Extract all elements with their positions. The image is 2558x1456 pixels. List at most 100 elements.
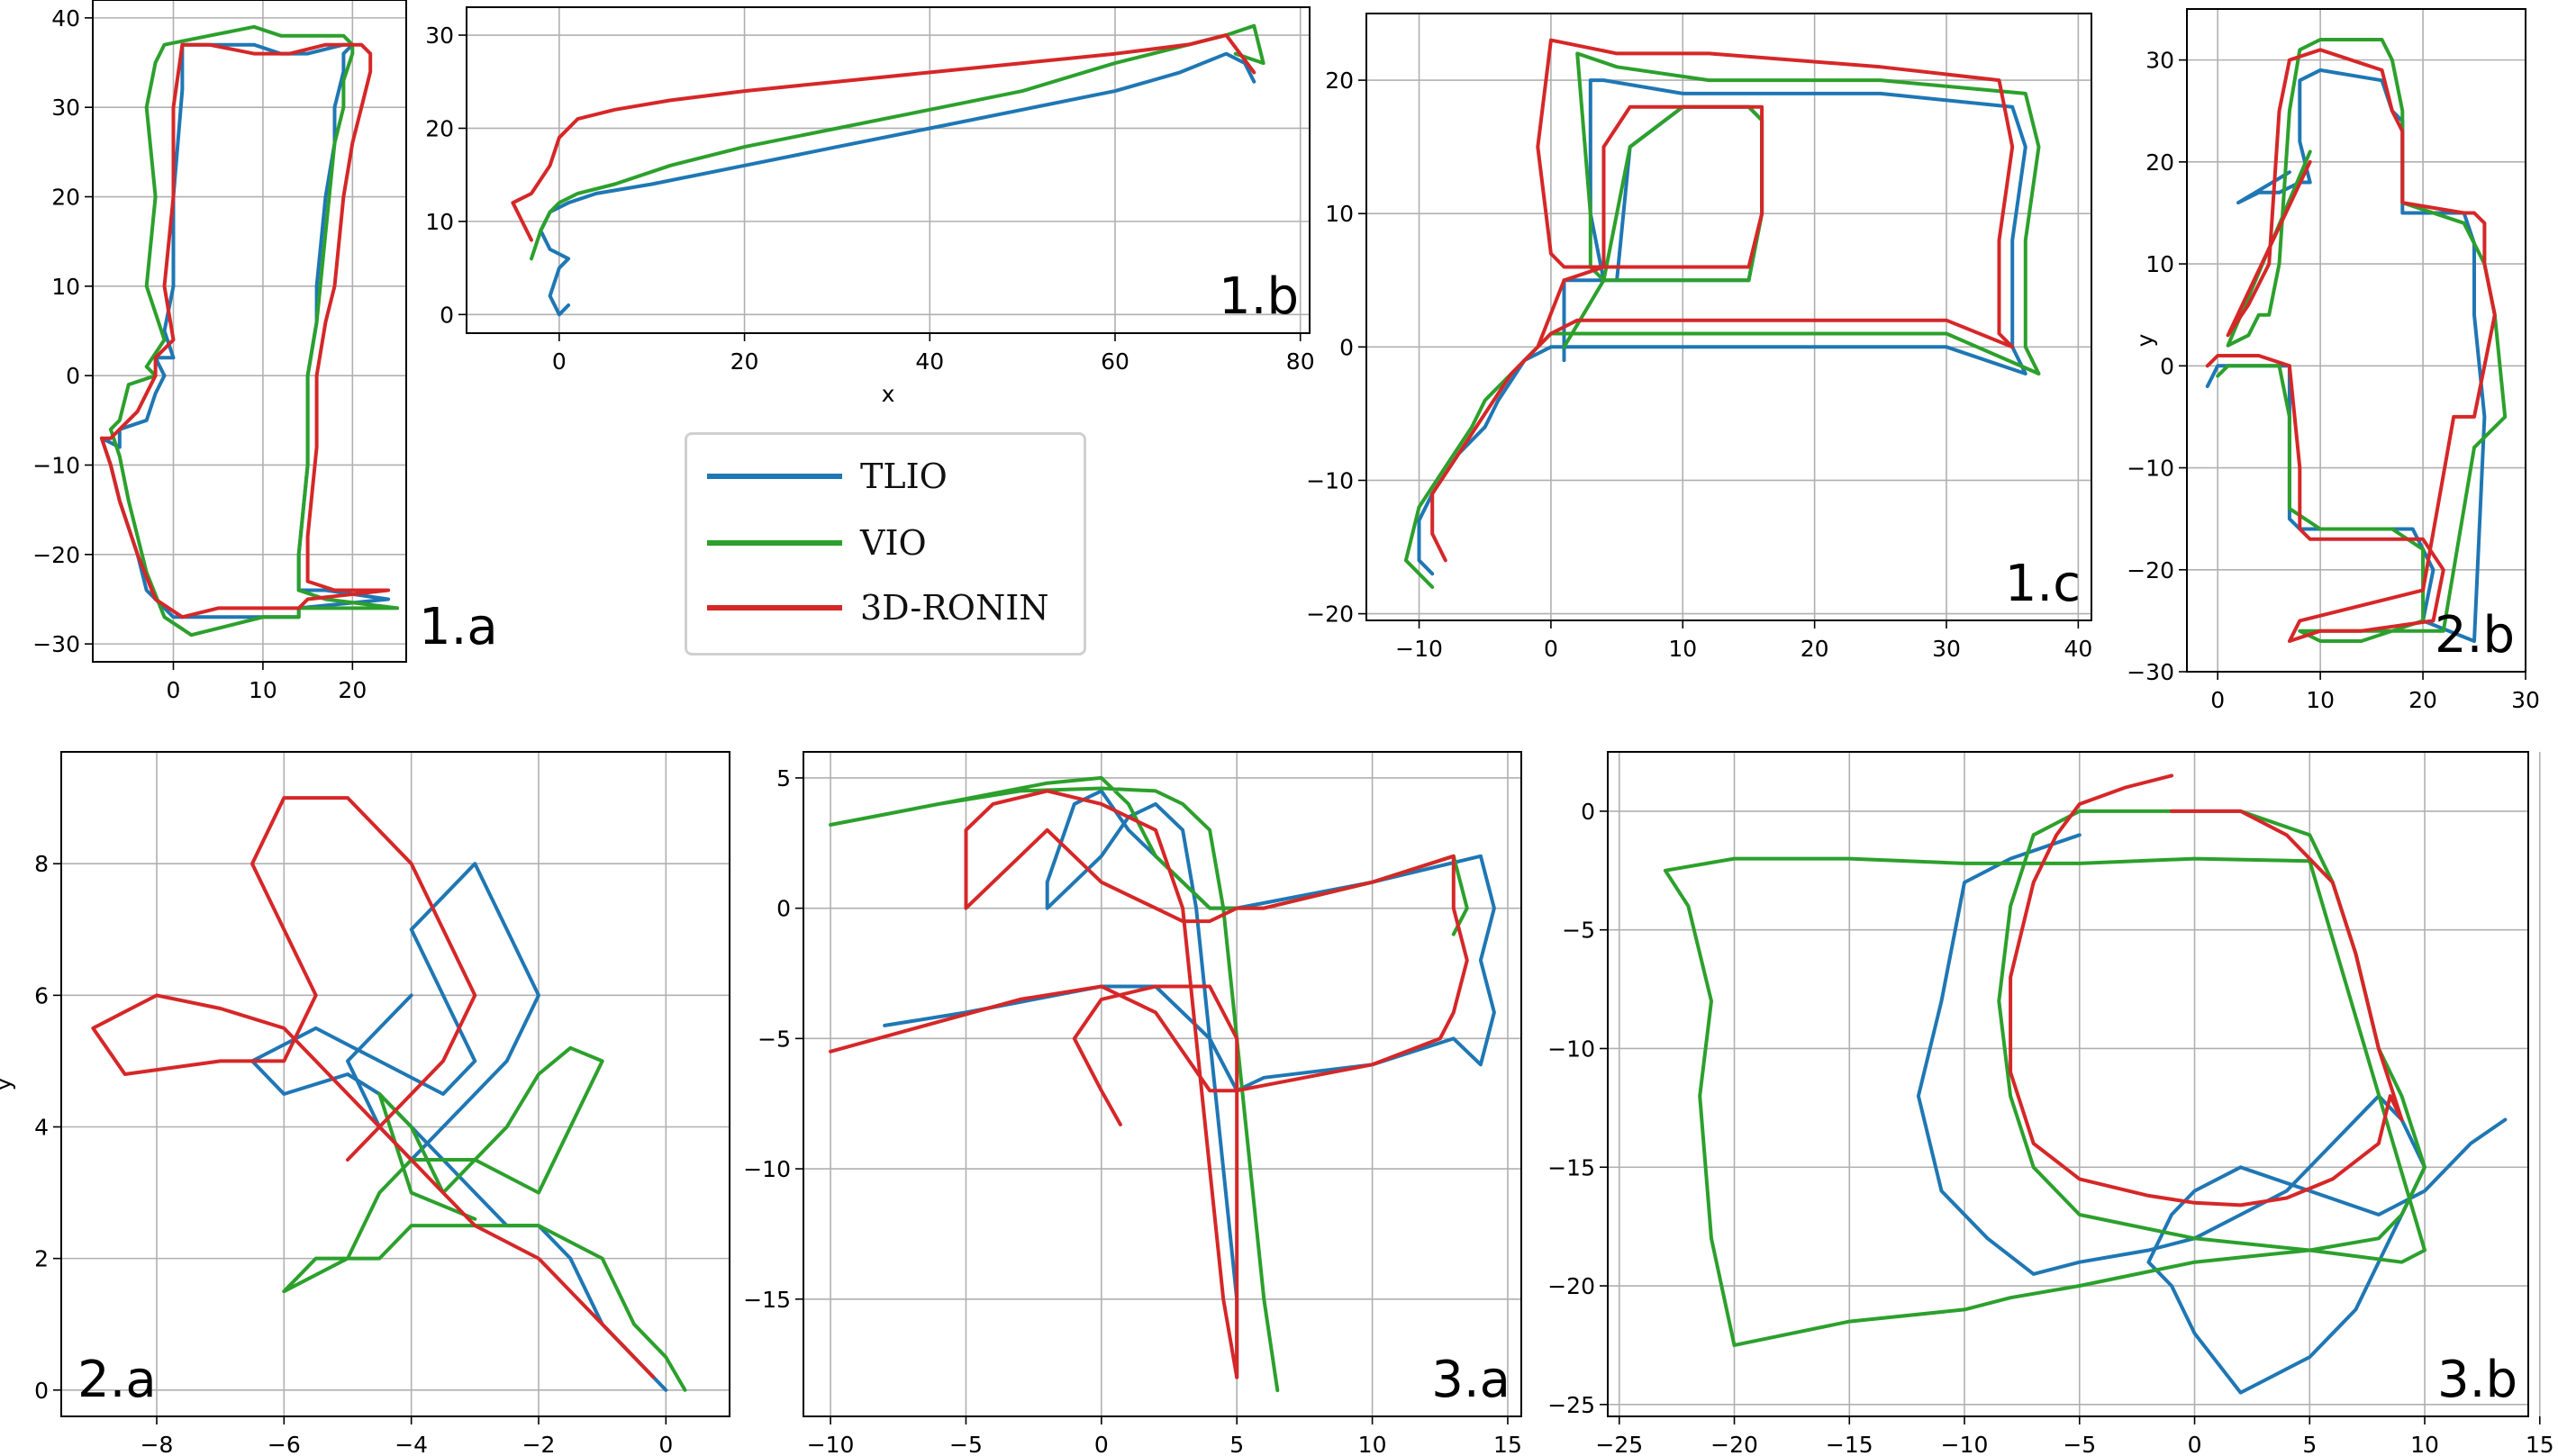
x-tick-label: −10 <box>1395 636 1443 662</box>
panel-label: 3.b <box>2437 1351 2517 1409</box>
x-tick-label: 40 <box>2064 636 2092 662</box>
series-layer <box>2205 38 2508 643</box>
y-tick-label: −20 <box>1306 601 1354 628</box>
y-axis-label: y <box>0 1077 16 1090</box>
y-tick-label: −25 <box>1547 1392 1595 1418</box>
legend-entry-tlio: TLIO <box>707 457 948 496</box>
panel-label: 1.b <box>1219 267 1299 326</box>
legend-label: 3D-RONIN <box>860 588 1049 628</box>
x-tick-label: 20 <box>1801 636 1829 662</box>
series-line-vio <box>1663 809 2426 1347</box>
y-tick-label: −10 <box>743 1156 791 1182</box>
y-tick-label: 0 <box>34 1378 49 1404</box>
x-tick-label: 10 <box>2410 1432 2439 1456</box>
series-line-tlio <box>1417 78 2027 576</box>
panel-2-a: −8 −6 −4 −2 0 0 2 4 6 8 y 2.a <box>0 751 730 1456</box>
panel-2-b: 0 10 20 30 −30 −20 −10 0 10 20 30 y 2.b <box>2127 8 2540 713</box>
y-tick-label: 30 <box>51 95 80 121</box>
x-tick-label: −8 <box>141 1432 174 1456</box>
legend-swatch-vio <box>707 540 842 546</box>
series-line-vio <box>2216 38 2508 643</box>
series-layer <box>511 23 1265 317</box>
x-tick-label: 15 <box>2526 1432 2554 1456</box>
y-tick-label: 0 <box>776 896 791 922</box>
series-line-tlio <box>1916 833 2508 1395</box>
y-tick-label: 20 <box>1325 68 1354 94</box>
axes-frame <box>803 751 1522 1417</box>
series-line-3d-ronin <box>511 33 1256 242</box>
y-tick-label: 0 <box>440 302 454 328</box>
x-tick-label: −4 <box>395 1432 428 1456</box>
x-tick-label: −25 <box>1595 1432 1643 1456</box>
y-tick-label: −30 <box>2127 659 2174 685</box>
x-tick-label: 0 <box>1544 636 1558 662</box>
axes-frame <box>1365 13 2092 621</box>
y-tick-label: −5 <box>1562 918 1595 944</box>
x-tick-label: 10 <box>1358 1432 1387 1456</box>
y-tick-label: 0 <box>66 363 80 389</box>
y-tick-label: 2 <box>34 1246 49 1272</box>
series-line-vio <box>108 24 400 638</box>
panel-label: 2.b <box>2435 606 2515 665</box>
y-tick-label: −10 <box>32 452 80 478</box>
x-tick-label: 15 <box>1493 1432 1522 1456</box>
y-tick-label: 0 <box>1339 334 1354 360</box>
axes-frame <box>60 751 730 1417</box>
x-tick-label: 10 <box>1668 636 1697 662</box>
x-tick-label: 10 <box>2306 687 2335 713</box>
x-tick-label: −15 <box>1826 1432 1873 1456</box>
panel-label: 1.a <box>419 598 498 656</box>
y-tick-label: −10 <box>1306 467 1354 493</box>
series-line-3d-ronin <box>99 42 391 619</box>
x-tick-label: −2 <box>522 1432 556 1456</box>
panel-1-a: 0 10 20 −30 −20 −10 0 10 20 30 40 1.a <box>32 0 498 703</box>
y-tick-label: −20 <box>1547 1273 1595 1299</box>
series-line-3d-ronin <box>2009 773 2404 1207</box>
y-tick-label: 30 <box>2145 48 2174 74</box>
y-tick-label: 20 <box>51 185 80 211</box>
y-tick-label: 30 <box>425 23 454 49</box>
legend-swatch-3d-ronin <box>707 605 842 610</box>
series-line-3d-ronin <box>91 796 656 1379</box>
x-tick-label: −5 <box>2063 1432 2096 1456</box>
x-tick-label: 0 <box>658 1432 673 1456</box>
x-tick-label: 0 <box>1094 1432 1109 1456</box>
y-tick-label: −10 <box>1547 1035 1595 1062</box>
legend: TLIO VIO 3D-RONIN <box>685 432 1086 656</box>
x-tick-label: 80 <box>1286 348 1315 375</box>
x-tick-label: 0 <box>2188 1432 2202 1456</box>
y-tick-label: 0 <box>2160 353 2174 379</box>
series-line-tlio <box>99 42 391 619</box>
x-tick-label: 20 <box>2408 687 2437 713</box>
series-line-3d-ronin <box>2205 48 2497 643</box>
x-tick-label: 30 <box>1932 636 1961 662</box>
series-layer <box>91 796 687 1392</box>
y-tick-label: 8 <box>34 851 49 877</box>
y-tick-label: 10 <box>51 274 80 300</box>
y-tick-label: 6 <box>34 982 49 1008</box>
panel-1-b: 0 20 40 60 80 0 10 20 30 x 1.b <box>425 6 1315 407</box>
legend-entry-vio: VIO <box>707 523 927 563</box>
series-line-3d-ronin <box>1430 38 2015 563</box>
x-tick-label: 0 <box>167 677 181 703</box>
series-line-vio <box>282 1045 687 1392</box>
x-tick-label: −10 <box>1941 1432 1989 1456</box>
series-line-tlio <box>539 51 1256 317</box>
y-tick-label: −15 <box>743 1287 791 1313</box>
y-tick-label: 4 <box>34 1114 49 1140</box>
legend-label: TLIO <box>860 457 948 496</box>
y-tick-label: 10 <box>1325 201 1354 227</box>
x-tick-label: 30 <box>2511 687 2540 713</box>
axes-frame <box>92 0 407 663</box>
x-tick-label: 0 <box>552 348 567 375</box>
x-tick-label: 5 <box>2302 1432 2317 1456</box>
panel-label: 1.c <box>2005 555 2081 613</box>
x-tick-label: 40 <box>915 348 944 375</box>
y-tick-label: 5 <box>776 765 791 791</box>
y-tick-label: −15 <box>1547 1154 1595 1180</box>
legend-entry-3d-ronin: 3D-RONIN <box>707 588 1048 628</box>
series-layer <box>1663 773 2508 1395</box>
axes-frame <box>1607 751 2529 1417</box>
